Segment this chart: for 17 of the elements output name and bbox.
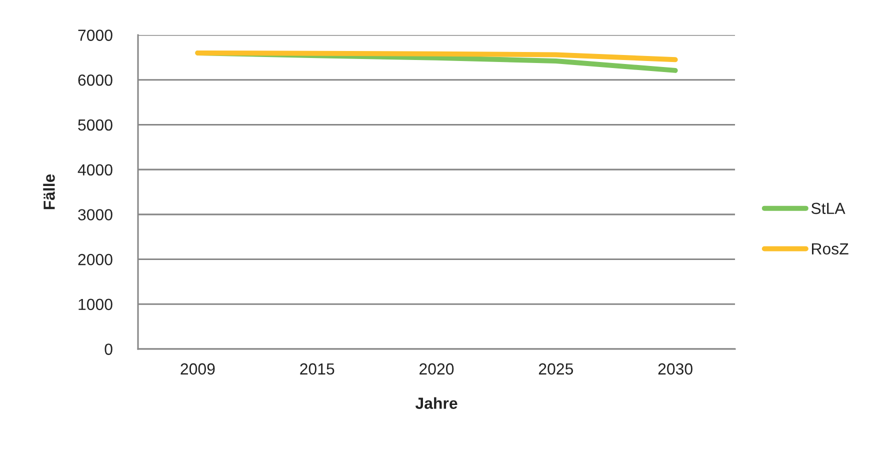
y-tick-label: 7000 (78, 30, 112, 41)
legend-label: StLA (811, 202, 846, 214)
y-tick-label: 1000 (78, 298, 112, 310)
x-axis-title: Jahre (415, 397, 458, 409)
y-tick-label: 2000 (78, 254, 112, 266)
y-tick-label: 4000 (78, 164, 112, 176)
x-tick-label: 2030 (658, 363, 692, 375)
x-tick-label: 2015 (300, 363, 334, 375)
y-tick-label: 0 (104, 344, 112, 355)
legend-label: RosZ (812, 243, 848, 255)
x-tick-label: 2020 (420, 363, 454, 375)
x-tick-label: 2025 (538, 363, 573, 375)
x-tick-label: 2009 (180, 363, 215, 375)
y-tick-label: 6000 (78, 74, 112, 86)
y-axis-title: Fälle (43, 174, 55, 210)
y-tick-label: 3000 (78, 209, 112, 220)
y-tick-label: 5000 (78, 119, 112, 131)
